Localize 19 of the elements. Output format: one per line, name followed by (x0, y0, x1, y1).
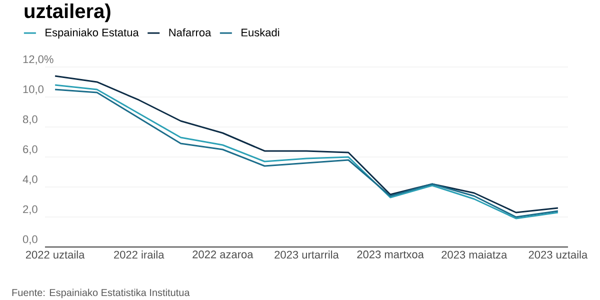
legend-label: Espainiako Estatua (46, 28, 139, 39)
y-tick-label: 4,0 (22, 175, 38, 184)
x-tick-label: 2022 iraila (114, 250, 164, 259)
legend-label: Euskadi (242, 28, 280, 36)
chart-title: uztailera) (24, 4, 110, 22)
source-note: Fuente: Espainiako Estatistika Institutua (12, 288, 190, 298)
x-tick-label: 2023 uztaila (528, 250, 588, 259)
y-tick-label: 0,0 (22, 235, 38, 244)
legend-label: Nafarroa (169, 28, 212, 36)
y-tick-label: 6,0 (23, 145, 38, 154)
y-tick-label: 10,0 (23, 85, 44, 94)
y-tick-label: 8,0 (23, 115, 38, 124)
x-tick-label: 2022 azaroa (192, 250, 254, 258)
y-tick-label: 12,0% (23, 55, 54, 64)
x-tick-label: 2023 urtarrila (274, 250, 339, 259)
x-tick-label: 2022 uztaila (26, 250, 85, 259)
y-tick-label: 2,0 (23, 205, 38, 214)
x-tick-label: 2023 maiatza (442, 250, 508, 259)
x-tick-label: 2023 martxoa (357, 250, 424, 258)
